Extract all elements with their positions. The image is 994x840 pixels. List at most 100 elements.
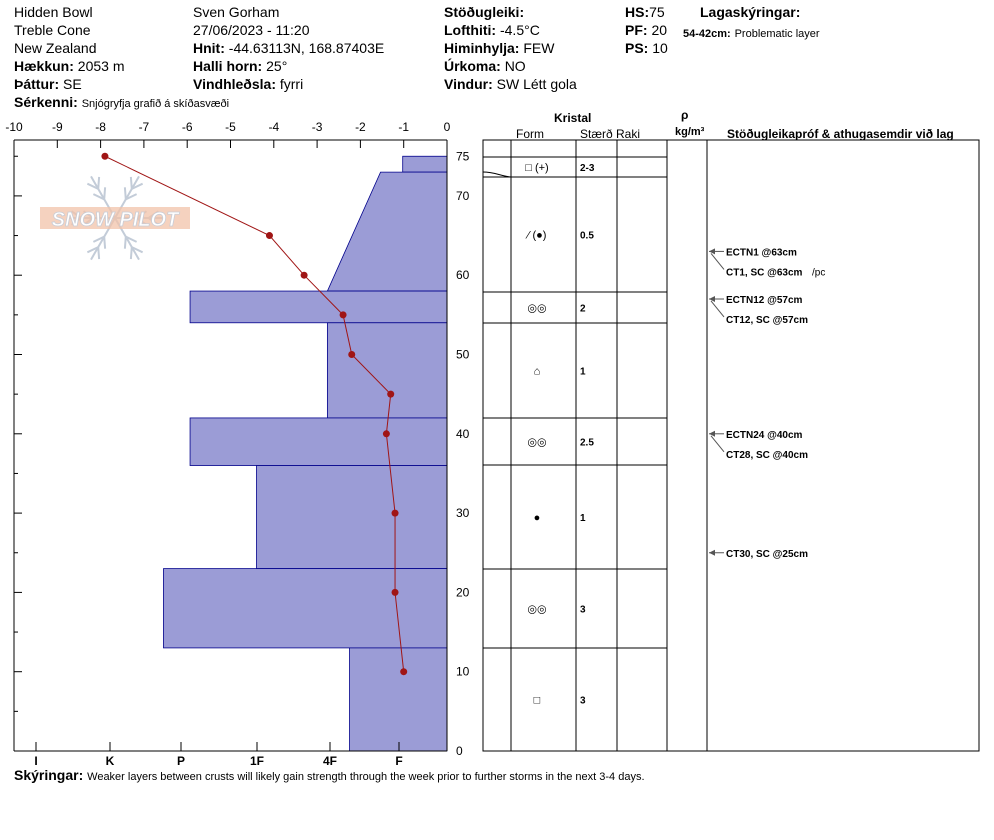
stability-row: Stöðugleiki: <box>444 3 524 21</box>
hardness-profile <box>163 155 448 752</box>
ps-value: 10 <box>652 40 668 56</box>
tests-header: Stöðugleikapróf & athugasemdir við lag <box>727 127 954 141</box>
coords-label: Hnit: <box>193 40 225 56</box>
features-row: Sérkenni: Snjógryfja grafið á skíðasvæði <box>14 93 229 111</box>
test-note-0: /pc <box>812 267 825 278</box>
sky-value: FEW <box>523 40 555 56</box>
country-name: New Zealand <box>14 40 97 56</box>
moisture-header: Raki <box>616 127 641 141</box>
slope-row: Halli horn: 25° <box>193 57 287 75</box>
elevation-label: Hækkun: <box>14 58 74 74</box>
range-name: Treble Cone <box>14 22 91 38</box>
coords-value: -44.63113N, 168.87403E <box>228 40 385 56</box>
test-label-1: ECTN12 @57cm <box>726 295 803 306</box>
features-value: Snjógryfja grafið á skíðasvæði <box>81 98 230 110</box>
density-unit-header: kg/m³ <box>675 126 705 138</box>
hardness-bar-6 <box>163 568 448 649</box>
height-tick-label-7: 10 <box>456 665 470 679</box>
layer-form-0: □ (+) <box>525 162 548 174</box>
temperature-point-8 <box>391 588 399 596</box>
temp-tick-label-2: -8 <box>95 120 106 134</box>
test-label-2: ECTN24 @40cm <box>726 430 803 441</box>
precip-label: Úrkoma: <box>444 58 501 74</box>
aspect-row: Þáttur: SE <box>14 75 82 93</box>
elevation-row: Hækkun: 2053 m <box>14 57 125 75</box>
hardness-bar-4 <box>189 417 448 466</box>
hs-row: HS:75 <box>625 3 665 21</box>
height-tick-label-2: 60 <box>456 268 470 282</box>
test-arrowhead-0 <box>709 248 715 255</box>
height-tick-label-8: 0 <box>456 744 463 758</box>
hardness-tick-label-1: K <box>106 754 115 768</box>
hardness-bar-5 <box>256 465 448 570</box>
temperature-point-7 <box>391 509 399 517</box>
chart-axes: -10 -9 -8 -7 -6 -5 -4 -3 -2 -1 075706050403020100I… <box>5 120 469 768</box>
wind-loading-label: Vindhleðsla: <box>193 76 276 92</box>
test-label-3: CT30, SC @25cm <box>726 549 808 560</box>
height-tick-label-3: 50 <box>456 348 470 362</box>
test-arrowhead-2 <box>709 430 715 437</box>
form-header: Form <box>516 127 544 141</box>
hardness-bar-3 <box>326 322 448 419</box>
slope-value: 25° <box>266 58 288 74</box>
footer-row: Skýringar: Weaker layers between crusts … <box>14 766 645 784</box>
wind-label: Vindur: <box>444 76 493 92</box>
temp-tick-label-5: -5 <box>225 120 236 134</box>
crystal-header: Kristal <box>554 111 592 125</box>
height-tick-label-4: 40 <box>456 427 470 441</box>
test-sub-arrow-0 <box>710 253 725 270</box>
layer-size-4: 2.5 <box>580 438 594 449</box>
air-temp-row: Lofthiti: -4.5°C <box>444 21 540 39</box>
temp-tick-label-3: -7 <box>139 120 150 134</box>
hardness-tick-label-3: 1F <box>250 754 264 768</box>
hardness-tick-label-5: F <box>395 754 402 768</box>
pf-row: PF: 20 <box>625 21 667 39</box>
layer-form-6: ◎◎ <box>527 604 546 616</box>
chart-frame <box>13 139 448 752</box>
temp-tick-label-7: -3 <box>312 120 323 134</box>
hardness-tick-label-2: P <box>177 754 185 768</box>
rho-header: ρ <box>681 108 689 122</box>
footer-label: Skýringar: <box>14 767 84 783</box>
layer-form-4: ◎◎ <box>527 437 546 449</box>
snowpilot-watermark: SNOW PILOT <box>40 175 190 261</box>
pf-value: 20 <box>651 22 668 38</box>
temp-tick-label-6: -4 <box>268 120 279 134</box>
temperature-point-4 <box>348 351 356 358</box>
temperature-point-1 <box>265 232 273 240</box>
location-name: Hidden Bowl <box>14 4 93 20</box>
temp-tick-label-9: -1 <box>398 120 409 134</box>
layer-table: □ (+) 2-3 ⁄ (●) 0.5 ◎◎ 2 ⌂ 1 ◎◎ 2.5 ● 1 ◎◎ 3 □ 3 ECTN1 @… <box>482 139 980 752</box>
slope-label: Halli horn: <box>193 58 263 74</box>
hardness-tick-label-4: 4F <box>323 754 337 768</box>
layer-form-7: □ <box>534 695 541 707</box>
observation-datetime: 27/06/2023 - 11:20 <box>193 22 310 38</box>
hardness-bar-1 <box>326 171 448 292</box>
layer-size-3: 1 <box>580 367 586 378</box>
test-sub-label-1: CT12, SC @57cm <box>726 315 808 326</box>
temperature-profile <box>101 152 408 676</box>
temperature-point-6 <box>382 430 390 438</box>
temp-tick-label-10: 0 <box>444 120 451 134</box>
pf-label: PF: <box>625 22 648 38</box>
precip-row: Úrkoma: NO <box>444 57 526 75</box>
layer-size-7: 3 <box>580 696 586 707</box>
ps-row: PS: 10 <box>625 39 668 57</box>
temperature-line <box>104 155 405 672</box>
layer-form-5: ● <box>534 512 541 524</box>
layer-size-5: 1 <box>580 513 586 524</box>
layer-note-row: 54-42cm: Problematic layer <box>683 23 820 41</box>
hardness-bar-0 <box>402 155 448 173</box>
test-arrowhead-3 <box>709 549 715 556</box>
height-tick-label-0: 75 <box>456 149 470 163</box>
layer-size-1: 0.5 <box>580 231 594 242</box>
temperature-point-9 <box>400 668 408 676</box>
temperature-point-5 <box>387 390 395 398</box>
hs-label: HS: <box>625 4 650 20</box>
test-sub-arrow-1 <box>710 300 725 318</box>
test-label-0: ECTN1 @63cm <box>726 247 797 258</box>
sky-label: Himinhylja: <box>444 40 520 56</box>
test-sub-arrow-2 <box>710 435 725 453</box>
layer-form-2: ◎◎ <box>527 303 546 315</box>
test-arrowhead-1 <box>709 295 715 302</box>
